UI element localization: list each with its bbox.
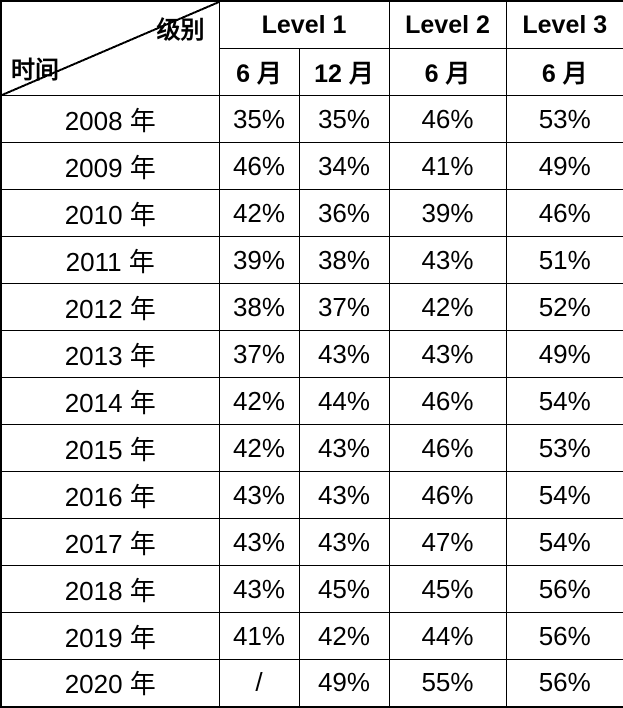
value-cell: 37% [298, 283, 390, 331]
value-cell: 44% [298, 377, 390, 425]
column-group-level-3: Level 3 [505, 0, 623, 49]
table-row: 2010 年 42% 36% 39% 46% [0, 189, 623, 237]
value-cell: 53% [505, 424, 623, 472]
header-group-row: 级别 时间 Level 1 Level 2 Level 3 [0, 0, 623, 96]
year-cell: 2008 年 [0, 95, 220, 143]
value-cell: 42% [298, 612, 390, 660]
value-cell: 42% [218, 189, 300, 237]
value-cell: 56% [505, 565, 623, 613]
table-row: 2009 年 46% 34% 41% 49% [0, 142, 623, 190]
year-cell: 2018 年 [0, 565, 220, 613]
value-cell: 35% [218, 95, 300, 143]
year-cell: 2010 年 [0, 189, 220, 237]
value-cell: 51% [505, 236, 623, 284]
corner-header-cell: 级别 时间 [0, 0, 220, 96]
subheader-level2-june: 6 月 [388, 48, 507, 96]
value-cell: 46% [388, 95, 507, 143]
year-cell: 2009 年 [0, 142, 220, 190]
value-cell: 52% [505, 283, 623, 331]
value-cell: 43% [298, 424, 390, 472]
table-row: 2020 年/49% 55% 56% [0, 659, 623, 707]
value-cell: 43% [218, 471, 300, 519]
year-cell: 2020 年 [0, 659, 220, 707]
table-header: 级别 时间 Level 1 Level 2 Level 3 6 月 12 月 6… [0, 0, 623, 96]
value-cell: 45% [388, 565, 507, 613]
subheader-level3-june: 6 月 [505, 48, 623, 96]
value-cell: 46% [218, 142, 300, 190]
value-cell: 42% [388, 283, 507, 331]
year-cell: 2017 年 [0, 518, 220, 566]
table-row: 2011 年 39% 38% 43% 51% [0, 236, 623, 284]
value-cell: 38% [218, 283, 300, 331]
table-row: 2012 年 38% 37% 42% 52% [0, 283, 623, 331]
value-cell: 43% [388, 236, 507, 284]
value-cell: 47% [388, 518, 507, 566]
table-row: 2016 年 43% 43% 46% 54% [0, 471, 623, 519]
value-cell: 39% [218, 236, 300, 284]
value-cell: 42% [218, 424, 300, 472]
table-row: 2015 年 42% 43% 46% 53% [0, 424, 623, 472]
value-cell: 41% [218, 612, 300, 660]
value-cell: 37% [218, 330, 300, 378]
value-cell: 49% [298, 659, 390, 707]
value-cell: 36% [298, 189, 390, 237]
value-cell: 38% [298, 236, 390, 284]
table-row: 2013 年 37% 43% 43% 49% [0, 330, 623, 378]
value-cell: 54% [505, 471, 623, 519]
value-cell: 44% [388, 612, 507, 660]
table-row: 2019 年 41% 42% 44% 56% [0, 612, 623, 660]
value-cell: 56% [505, 612, 623, 660]
table-row: 2018 年 43% 45% 45% 56% [0, 565, 623, 613]
value-cell: 46% [388, 471, 507, 519]
table-row: 2014 年 42% 44% 46% 54% [0, 377, 623, 425]
value-cell: 43% [298, 471, 390, 519]
subheader-level1-december: 12 月 [298, 48, 390, 96]
value-cell: 46% [505, 189, 623, 237]
column-group-level-1: Level 1 [218, 0, 390, 49]
value-cell: 53% [505, 95, 623, 143]
table-row: 2017 年 43% 43% 47% 54% [0, 518, 623, 566]
year-cell: 2019 年 [0, 612, 220, 660]
value-cell: 46% [388, 377, 507, 425]
value-cell: 55% [388, 659, 507, 707]
value-cell: 34% [298, 142, 390, 190]
year-cell: 2012 年 [0, 283, 220, 331]
year-cell: 2013 年 [0, 330, 220, 378]
value-cell: 39% [388, 189, 507, 237]
value-cell: 41% [388, 142, 507, 190]
value-cell: 43% [218, 565, 300, 613]
value-cell: 35% [298, 95, 390, 143]
value-cell: 54% [505, 377, 623, 425]
value-cell: / [218, 659, 300, 707]
year-cell: 2014 年 [0, 377, 220, 425]
header-sub-row: 6 月 12 月 6 月 6 月 [1, 48, 623, 96]
year-cell: 2015 年 [0, 424, 220, 472]
value-cell: 46% [388, 424, 507, 472]
subheader-level1-june: 6 月 [218, 48, 300, 96]
year-cell: 2016 年 [0, 471, 220, 519]
column-group-level-2: Level 2 [388, 0, 507, 49]
value-cell: 43% [298, 518, 390, 566]
value-cell: 43% [388, 330, 507, 378]
corner-column-axis-label: 级别 [156, 17, 205, 44]
year-cell: 2011 年 [0, 236, 220, 284]
value-cell: 56% [505, 659, 623, 707]
value-cell: 43% [218, 518, 300, 566]
value-cell: 49% [505, 142, 623, 190]
value-cell: 49% [505, 330, 623, 378]
value-cell: 54% [505, 518, 623, 566]
table-body: 2008 年 35% 35% 46% 53% 2009 年 46% 34% 41% 49% 2010… [0, 95, 623, 707]
table-row: 2008 年 35% 35% 46% 53% [0, 95, 623, 143]
value-cell: 45% [298, 565, 390, 613]
corner-row-axis-label: 时间 [11, 57, 59, 84]
value-cell: 43% [298, 330, 390, 378]
value-cell: 42% [218, 377, 300, 425]
